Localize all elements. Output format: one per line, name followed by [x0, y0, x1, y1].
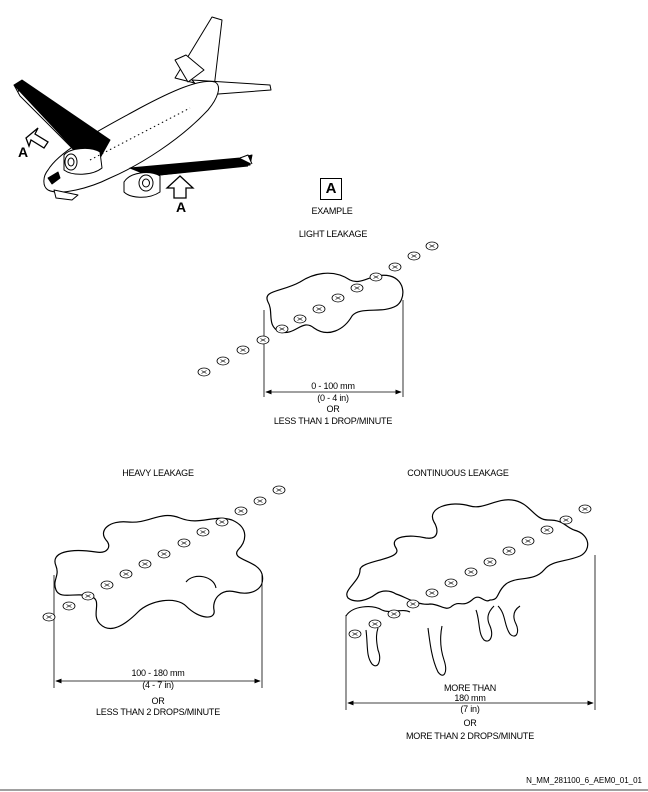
arrow-label-right: A	[176, 199, 186, 215]
heavy-leakage-drawing	[42, 485, 286, 688]
heavy-size-in: (4 - 7 in)	[142, 680, 174, 690]
light-size-mm: 0 - 100 mm	[311, 381, 355, 391]
light-title: LIGHT LEAKAGE	[298, 229, 368, 239]
arrow-label-left: A	[18, 144, 28, 160]
continuous-size-in: (7 in)	[460, 704, 480, 714]
heavy-puddle	[54, 514, 264, 629]
light-or: OR	[326, 404, 340, 414]
view-caption: EXAMPLE	[311, 206, 353, 216]
light-rate: LESS THAN 1 DROP/MINUTE	[273, 416, 393, 426]
continuous-puddle	[346, 499, 589, 609]
left-wing	[13, 79, 111, 161]
heavy-size-mm: 100 - 180 mm	[131, 668, 185, 678]
continuous-rate: MORE THAN 2 DROPS/MINUTE	[405, 731, 535, 741]
continuous-size-mm: 180 mm	[454, 693, 486, 703]
light-size-in: (0 - 4 in)	[317, 393, 349, 403]
vertical-stabilizer	[174, 16, 223, 89]
view-arrow-right-icon	[165, 175, 195, 199]
heavy-or: OR	[151, 696, 165, 706]
aircraft-drawing	[13, 16, 272, 201]
continuous-or: OR	[463, 718, 477, 728]
light-puddle	[266, 272, 404, 334]
figure-reference: N_MM_281100_6_AEM0_01_01	[526, 776, 642, 785]
view-arrow-left-icon	[25, 127, 49, 149]
continuous-more-than: MORE THAN	[443, 683, 497, 693]
light-leakage-drawing	[197, 241, 439, 397]
view-ref-box: A	[320, 178, 342, 200]
heavy-title: HEAVY LEAKAGE	[122, 468, 194, 478]
continuous-title: CONTINUOUS LEAKAGE	[407, 468, 509, 478]
heavy-rate: LESS THAN 2 DROPS/MINUTE	[95, 707, 221, 717]
continuous-leakage-drawing	[345, 499, 596, 710]
